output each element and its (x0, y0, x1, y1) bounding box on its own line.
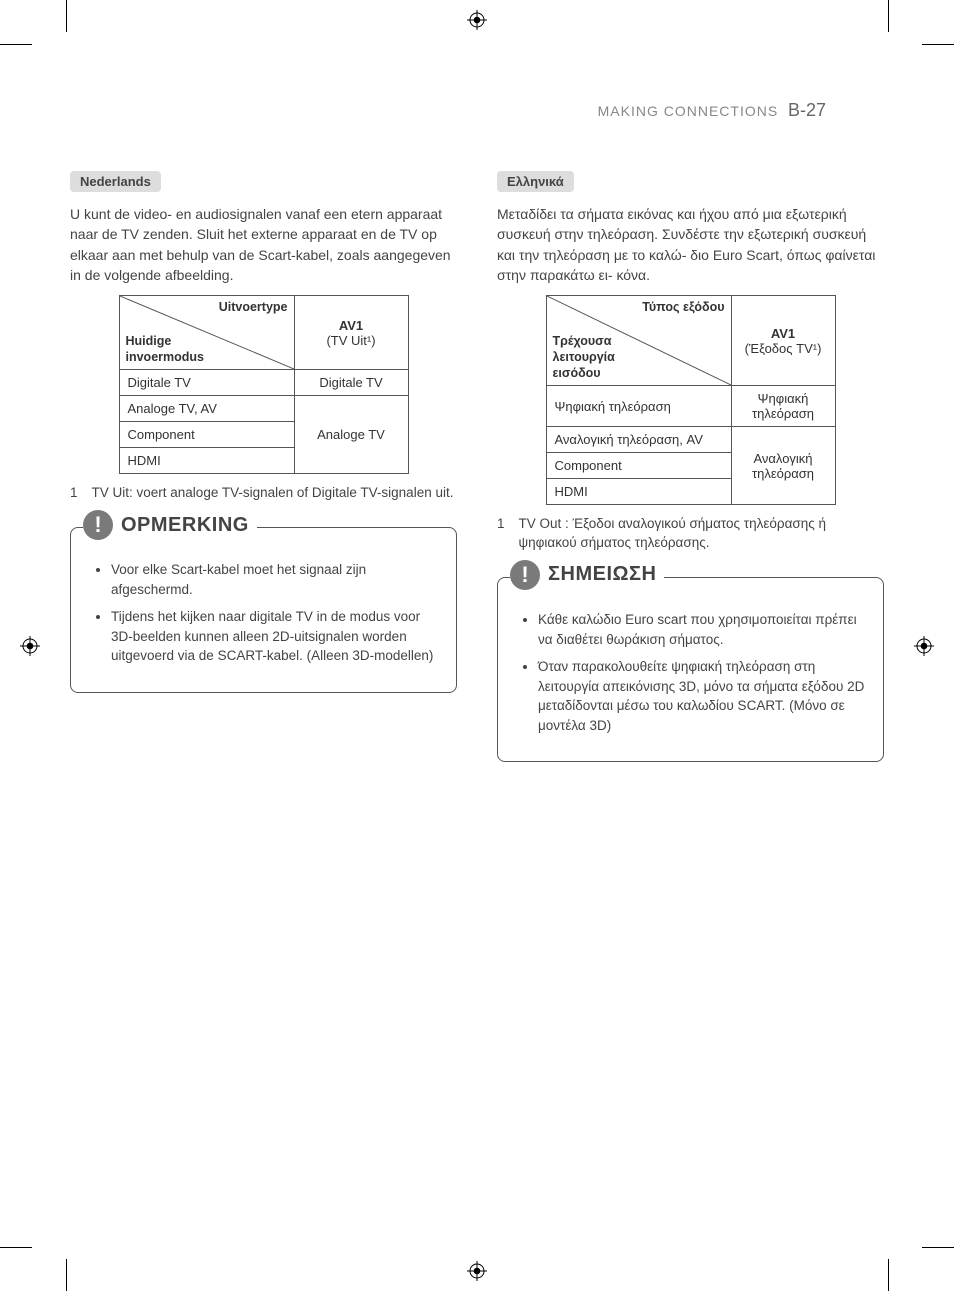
intro-paragraph: U kunt de video- en audiosignalen vanaf … (70, 204, 457, 285)
table-footnote: 1 TV Out : Έξοδοι αναλογικού σήματος τηλ… (497, 515, 884, 553)
output-table-el: Τύπος εξόδου Τρέχουσα λειτουργία εισόδου… (546, 295, 836, 505)
note-icon: ! (83, 510, 113, 540)
language-tag: Nederlands (70, 171, 161, 192)
table-header-output: Τύπος εξόδου (642, 300, 724, 314)
table-col-av1: AV1 (303, 318, 400, 333)
table-col-av1: AV1 (740, 326, 827, 341)
table-col-av1-sub: (TV Uit¹) (326, 333, 375, 348)
note-item: Voor elke Scart-kabel moet het signaal z… (111, 560, 438, 599)
note-title: ΣΗΜΕΙΩΣΗ (548, 563, 656, 586)
table-col-av1-sub: (Έξοδος TV¹) (745, 341, 822, 356)
column-greek: Ελληνικά Μεταδίδει τα σήματα εικόνας και… (497, 171, 884, 762)
table-row: HDMI (119, 448, 294, 474)
table-row: HDMI (546, 479, 731, 505)
table-header-input: Τρέχουσα λειτουργία εισόδου (553, 334, 615, 381)
table-header-output: Uitvoertype (219, 300, 288, 314)
table-out: Αναλογική τηλεόραση (731, 427, 835, 505)
registration-mark-icon (20, 636, 40, 656)
page-number: B-27 (788, 100, 826, 120)
section-title: MAKING CONNECTIONS (598, 103, 779, 119)
registration-mark-icon (467, 1261, 487, 1281)
note-box: ! ΣΗΜΕΙΩΣΗ Κάθε καλώδιο Euro scart που χ… (497, 577, 884, 762)
table-row: Digitale TV (119, 370, 294, 396)
page-header: MAKING CONNECTIONS B-27 (70, 100, 884, 121)
output-table-nl: Uitvoertype Huidige invoermodus AV1 (TV … (119, 295, 409, 474)
table-row: Αναλογική τηλεόραση, AV (546, 427, 731, 453)
note-item: Όταν παρακολουθείτε ψηφιακή τηλεόραση στ… (538, 657, 865, 735)
note-item: Tijdens het kijken naar digitale TV in d… (111, 607, 438, 666)
intro-paragraph: Μεταδίδει τα σήματα εικόνας και ήχου από… (497, 204, 884, 285)
note-box: ! OPMERKING Voor elke Scart-kabel moet h… (70, 527, 457, 693)
note-icon: ! (510, 560, 540, 590)
table-row: Ψηφιακή τηλεόραση (546, 386, 731, 427)
column-nederlands: Nederlands U kunt de video- en audiosign… (70, 171, 457, 762)
registration-mark-icon (467, 10, 487, 30)
registration-mark-icon (914, 636, 934, 656)
language-tag: Ελληνικά (497, 171, 574, 192)
table-row: Analoge TV, AV (119, 396, 294, 422)
table-header-input: Huidige invoermodus (126, 334, 205, 365)
table-footnote: 1 TV Uit: voert analoge TV-signalen of D… (70, 484, 457, 503)
table-out: Digitale TV (294, 370, 408, 396)
note-item: Κάθε καλώδιο Euro scart που χρησιμοποιεί… (538, 610, 865, 649)
note-title: OPMERKING (121, 514, 249, 537)
table-row: Component (119, 422, 294, 448)
table-out: Ψηφιακή τηλεόραση (731, 386, 835, 427)
table-out: Analoge TV (294, 396, 408, 474)
table-row: Component (546, 453, 731, 479)
